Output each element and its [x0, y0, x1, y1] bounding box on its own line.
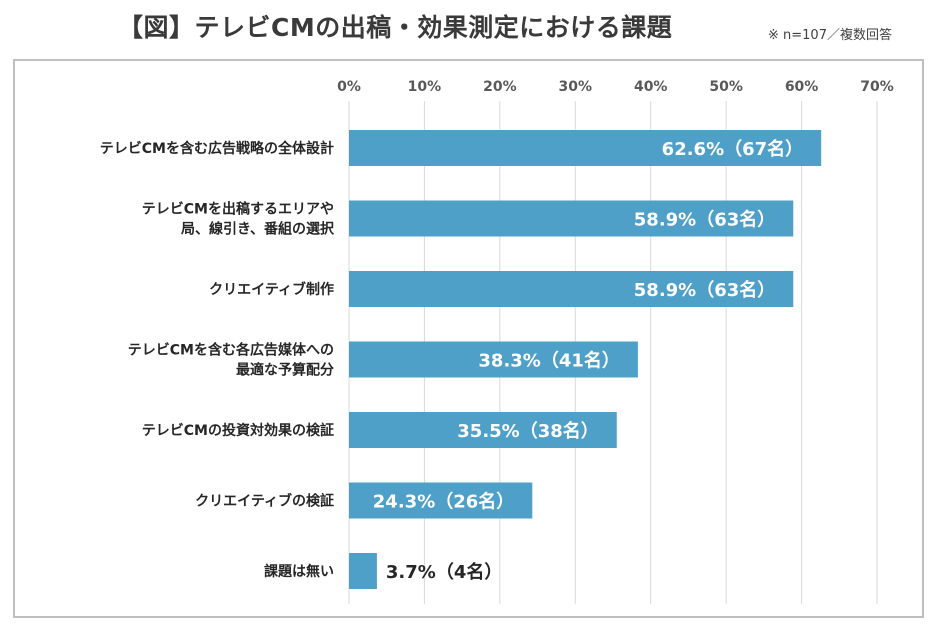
x-tick-label: 60% — [785, 79, 819, 95]
chart-title: 【図】テレビCMの出稿・効果測定における課題 — [118, 13, 673, 42]
bar — [349, 271, 794, 307]
sample-note: ※ n=107／複数回答 — [768, 28, 892, 43]
data-label: 58.9%（63名） — [634, 279, 776, 301]
bar — [349, 341, 638, 378]
category-label: 課題は無い — [264, 563, 334, 580]
x-tick-label: 70% — [860, 79, 894, 95]
bar — [349, 553, 377, 589]
data-label: 24.3%（26名） — [373, 491, 515, 513]
data-labels: 62.6%（67名） 58.9%（63名） 58.9%（63名） 38.3%（41名）… — [373, 138, 803, 583]
data-label: 62.6%（67名） — [662, 138, 804, 160]
bars — [349, 130, 822, 589]
x-tick-label: 30% — [559, 79, 593, 95]
bar — [349, 130, 822, 166]
bar — [349, 200, 794, 237]
bar — [349, 482, 533, 519]
x-tick-label: 0% — [337, 79, 361, 95]
chart-header: 【図】テレビCMの出稿・効果測定における課題 ※ n=107／複数回答 — [0, 0, 940, 58]
category-label: 局、線引き、番組の選択 — [181, 221, 335, 238]
category-label: クリエイティブの検証 — [195, 493, 334, 510]
x-axis-ticks: 0% 10% 20% 30% 40% 50% 60% 70% — [337, 79, 894, 95]
category-labels: テレビCMを含む広告戦略の全体設計テレビCMを出稿するエリアや局、線引き、番組の… — [100, 140, 335, 580]
category-label: テレビCMを含む各広告媒体への — [128, 342, 334, 359]
data-label: 35.5%（38名） — [457, 420, 599, 442]
category-label: クリエイティブ制作 — [209, 281, 334, 298]
data-label: 58.9%（63名） — [634, 209, 776, 231]
category-label: テレビCMを出稿するエリアや — [142, 201, 334, 218]
category-label: 最適な予算配分 — [236, 362, 334, 379]
data-label: 3.7%（4名） — [386, 561, 502, 583]
data-label: 38.3%（41名） — [478, 350, 620, 372]
category-label: テレビCMの投資対効果の検証 — [142, 422, 334, 439]
x-tick-label: 40% — [634, 79, 668, 95]
bar — [349, 412, 617, 448]
x-tick-label: 10% — [408, 79, 442, 95]
x-tick-label: 50% — [709, 79, 743, 95]
x-tick-label: 20% — [483, 79, 517, 95]
category-label: テレビCMを含む広告戦略の全体設計 — [100, 140, 334, 157]
